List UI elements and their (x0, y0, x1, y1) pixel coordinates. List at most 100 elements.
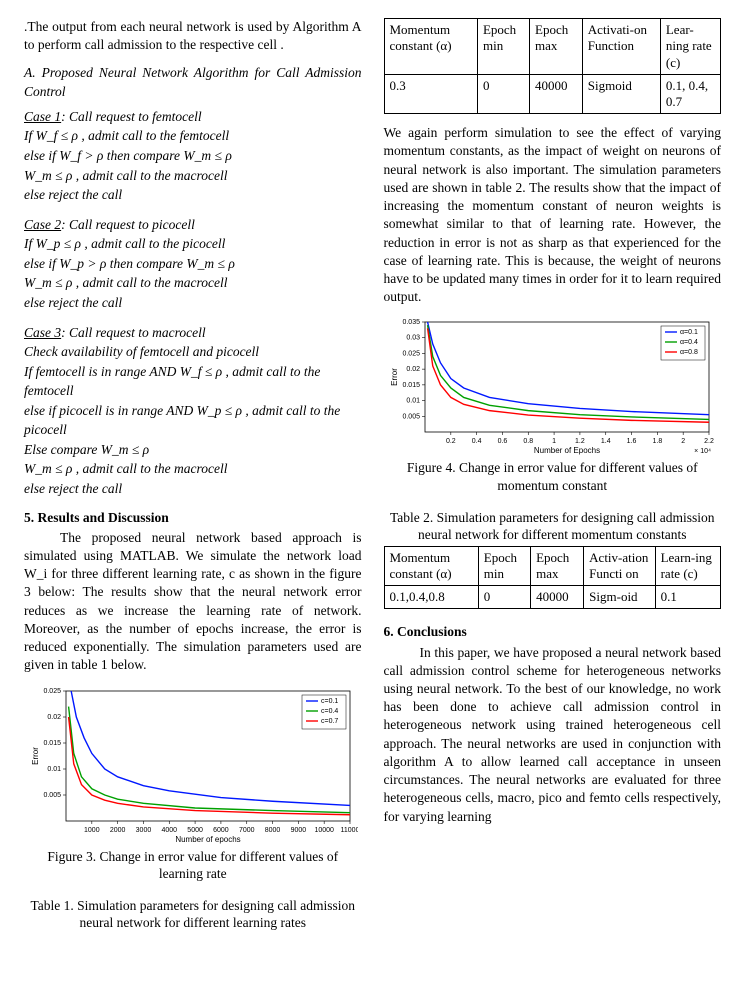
table-cell: 0.1, 0.4, 0.7 (660, 74, 720, 114)
figure3-caption: Figure 3. Change in error value for diff… (24, 848, 362, 883)
table-cell: 40000 (531, 586, 584, 609)
svg-text:0.01: 0.01 (407, 398, 421, 405)
case1-line3: W_m ≤ ρ , admit call to the macrocell (24, 168, 227, 183)
case3-line4: Else compare W_m ≤ ρ (24, 442, 149, 457)
svg-text:0.01: 0.01 (47, 766, 61, 773)
case1-heading: Case 1 (24, 109, 61, 124)
table-header: Lear-ning rate (c) (660, 19, 720, 75)
svg-text:2: 2 (681, 438, 685, 445)
svg-text:α=0.8: α=0.8 (680, 349, 698, 356)
svg-text:11000: 11000 (340, 827, 357, 834)
svg-text:0.025: 0.025 (43, 688, 61, 695)
case2-line4: else reject the call (24, 295, 122, 310)
right-column: Momentum constant (α)Epoch minEpoch maxA… (384, 18, 722, 934)
svg-text:10000: 10000 (314, 827, 334, 834)
figure3-chart: 1000200030004000500060007000800090001000… (28, 685, 358, 845)
svg-text:0.025: 0.025 (403, 351, 421, 358)
case3-line1: Check availability of femtocell and pico… (24, 344, 259, 359)
case2-block: Case 2: Call request to picocell If W_p … (24, 215, 362, 313)
svg-text:6000: 6000 (213, 827, 229, 834)
svg-text:9000: 9000 (290, 827, 306, 834)
table-cell: Sigm-oid (584, 586, 655, 609)
svg-text:0.8: 0.8 (524, 438, 534, 445)
case1-line2: else if W_f > ρ then compare W_m ≤ ρ (24, 148, 232, 163)
case3-heading: Case 3 (24, 325, 61, 340)
svg-text:0.6: 0.6 (498, 438, 508, 445)
svg-text:0.005: 0.005 (43, 792, 61, 799)
case3-line2: If femtocell is in range AND W_f ≤ ρ , a… (24, 364, 320, 399)
table-row: 0.1,0.4,0.8040000Sigm-oid0.1 (384, 586, 721, 609)
svg-text:4000: 4000 (161, 827, 177, 834)
table-header: Activati-on Function (582, 19, 660, 75)
two-column-layout: .The output from each neural network is … (24, 18, 721, 934)
left-column: .The output from each neural network is … (24, 18, 362, 934)
table-cell: 0.1,0.4,0.8 (384, 586, 478, 609)
svg-text:α=0.4: α=0.4 (680, 339, 698, 346)
table-cell: 0.1 (655, 586, 720, 609)
table-header: Epoch min (478, 546, 530, 586)
svg-text:1.4: 1.4 (601, 438, 611, 445)
table-header: Epoch max (530, 19, 583, 75)
table-cell: 40000 (530, 74, 583, 114)
svg-text:0.02: 0.02 (407, 367, 421, 374)
svg-text:5000: 5000 (187, 827, 203, 834)
case3-line5: W_m ≤ ρ , admit call to the macrocell (24, 461, 227, 476)
section5-paragraph: The proposed neural network based approa… (24, 529, 362, 675)
case1-block: Case 1: Call request to femtocell If W_f… (24, 107, 362, 205)
case1-line4: else reject the call (24, 187, 122, 202)
svg-text:1.2: 1.2 (575, 438, 585, 445)
svg-text:1000: 1000 (84, 827, 100, 834)
svg-text:0.03: 0.03 (407, 335, 421, 342)
figure4-caption: Figure 4. Change in error value for diff… (384, 459, 722, 494)
section-a-heading: A. Proposed Neural Network Algorithm for… (24, 64, 362, 100)
svg-text:Error: Error (31, 746, 40, 764)
svg-text:α=0.1: α=0.1 (680, 329, 698, 336)
svg-text:c=0.7: c=0.7 (321, 718, 338, 725)
table2: Momentum constant (α)Epoch minEpoch maxA… (384, 546, 722, 610)
svg-text:1: 1 (552, 438, 556, 445)
table1: Momentum constant (α)Epoch minEpoch maxA… (384, 18, 722, 114)
case1-title: : Call request to femtocell (61, 109, 201, 124)
svg-text:7000: 7000 (239, 827, 255, 834)
case2-line2: else if W_p > ρ then compare W_m ≤ ρ (24, 256, 235, 271)
case1-line1: If W_f ≤ ρ , admit call to the femtocell (24, 128, 229, 143)
svg-text:2.2: 2.2 (704, 438, 714, 445)
intro-paragraph: .The output from each neural network is … (24, 18, 362, 54)
case3-line3: else if picocell is in range AND W_p ≤ ρ… (24, 403, 340, 438)
table-header: Momentum constant (α) (384, 19, 477, 75)
table-cell: 0.3 (384, 74, 477, 114)
svg-text:1.6: 1.6 (627, 438, 637, 445)
table-header: Epoch max (531, 546, 584, 586)
svg-text:0.2: 0.2 (446, 438, 456, 445)
svg-text:c=0.4: c=0.4 (321, 708, 338, 715)
svg-text:0.015: 0.015 (43, 740, 61, 747)
svg-text:Number of epochs: Number of epochs (175, 835, 240, 844)
case3-line6: else reject the call (24, 481, 122, 496)
svg-text:0.4: 0.4 (472, 438, 482, 445)
section5-heading: 5. Results and Discussion (24, 509, 362, 527)
svg-text:0.005: 0.005 (403, 414, 421, 421)
svg-text:0.02: 0.02 (47, 714, 61, 721)
momentum-paragraph: We again perform simulation to see the e… (384, 124, 722, 306)
svg-text:Error: Error (390, 368, 399, 386)
case2-line3: W_m ≤ ρ , admit call to the macrocell (24, 275, 227, 290)
table-header: Activ-ation Functi on (584, 546, 655, 586)
table-cell: Sigmoid (582, 74, 660, 114)
table1-caption: Table 1. Simulation parameters for desig… (24, 897, 362, 932)
table-header: Epoch min (477, 19, 529, 75)
svg-text:1.8: 1.8 (653, 438, 663, 445)
svg-text:0.015: 0.015 (403, 382, 421, 389)
table-header: Momentum constant (α) (384, 546, 478, 586)
case3-block: Case 3: Call request to macrocell Check … (24, 323, 362, 499)
table-cell: 0 (477, 74, 529, 114)
case2-title: : Call request to picocell (61, 217, 195, 232)
case2-line1: If W_p ≤ ρ , admit call to the picocell (24, 236, 225, 251)
figure4-chart: 0.2 0.4 0.6 0.8 1 1.2 1.4 1.6 1.8 2 2.2 0.005 0.01 0.… (387, 316, 717, 456)
section6-paragraph: In this paper, we have proposed a neural… (384, 644, 722, 826)
case3-title: : Call request to macrocell (61, 325, 205, 340)
svg-text:c=0.1: c=0.1 (321, 698, 338, 705)
section6-heading: 6. Conclusions (384, 623, 722, 641)
table-cell: 0 (478, 586, 530, 609)
table-header: Learn-ing rate (c) (655, 546, 720, 586)
svg-text:3000: 3000 (135, 827, 151, 834)
